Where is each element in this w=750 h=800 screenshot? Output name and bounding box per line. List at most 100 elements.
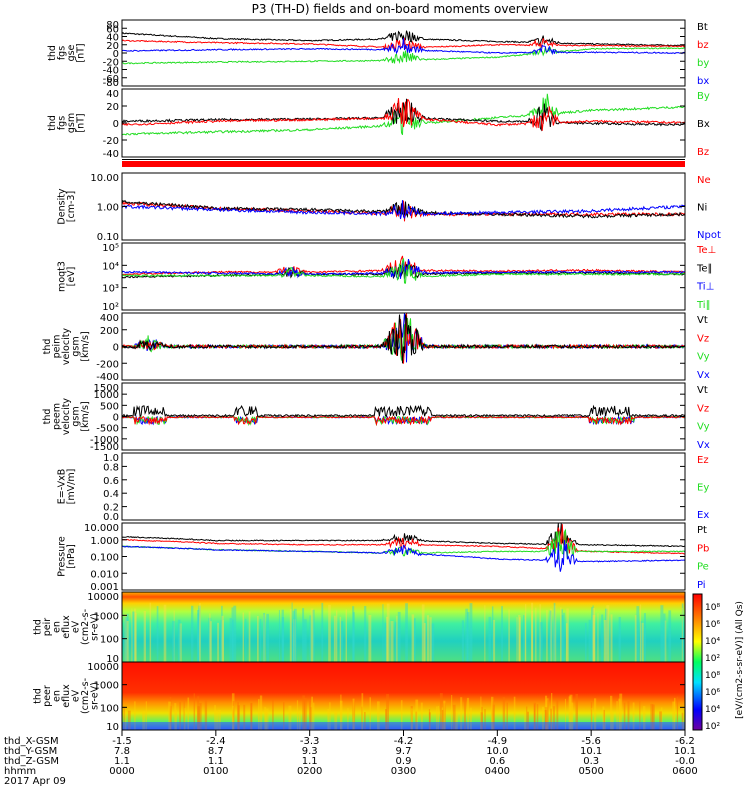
y-label-line: moqt3 xyxy=(56,261,67,292)
spectrogram-texture xyxy=(524,712,527,730)
spectrogram-texture xyxy=(149,602,152,662)
spectrogram-texture xyxy=(311,696,313,730)
legend-Vt: Vt xyxy=(697,385,708,396)
spectrogram-texture xyxy=(204,699,208,730)
y-tick-label: 0.8 xyxy=(103,462,119,473)
spectrogram-texture xyxy=(546,698,549,730)
spectrogram-texture xyxy=(563,612,565,662)
spectrogram-texture xyxy=(298,710,301,730)
spectrogram-texture xyxy=(199,702,202,730)
spectrogram-texture xyxy=(245,618,247,662)
legend-Ti∥: Ti∥ xyxy=(696,300,711,311)
y-label-line: [eV] xyxy=(66,267,77,287)
spectrogram-texture xyxy=(134,608,137,662)
y-tick-label: 0.10 xyxy=(97,232,119,243)
spectrogram-texture xyxy=(561,615,564,662)
x-tick-label: 8.7 xyxy=(208,746,224,757)
spectrogram-texture xyxy=(333,615,336,662)
y-tick-label: 0 xyxy=(113,413,119,424)
legend-Vy: Vy xyxy=(697,422,710,433)
spectrogram-texture xyxy=(232,705,234,730)
y-label-line: peer xyxy=(42,685,53,707)
spectrogram-texture xyxy=(145,701,147,730)
spectrogram-texture xyxy=(531,602,534,662)
spectrogram-texture xyxy=(243,704,246,730)
y-tick-label: 20 xyxy=(106,102,119,113)
y-tick-label: 80 xyxy=(106,20,119,31)
y-tick-label: 0 xyxy=(113,49,119,60)
spectrogram-texture xyxy=(382,604,384,662)
x-tick-label: -2.4 xyxy=(206,736,226,747)
colorbar-label-text: [eV/(cm2-s-sr-eV)] (All Qs) xyxy=(735,601,745,719)
spectrogram-texture xyxy=(345,609,347,662)
panel-frame xyxy=(121,452,686,521)
spectrogram-texture xyxy=(292,610,295,662)
spectrogram-texture xyxy=(605,608,608,662)
legend-Vy: Vy xyxy=(697,352,710,363)
spectrogram-texture xyxy=(172,620,175,662)
spectrogram-texture xyxy=(263,613,265,662)
spectrogram-texture xyxy=(592,615,596,662)
y-label-line: peir xyxy=(42,618,53,637)
spectrogram-texture xyxy=(313,702,315,730)
spectrogram-texture xyxy=(369,697,371,730)
colorbar-tick-upper: 10² xyxy=(705,654,720,664)
spectrogram-texture xyxy=(134,701,136,730)
spectrogram-texture xyxy=(414,618,416,662)
x-tick-label: 9.7 xyxy=(396,746,412,757)
spectrogram-texture xyxy=(526,706,528,730)
spectrogram-texture xyxy=(493,619,496,662)
spectrogram-texture xyxy=(588,619,591,662)
y-tick-label: -20 xyxy=(103,136,119,147)
spectrogram-texture xyxy=(603,712,606,730)
y-label-line: gse xyxy=(66,44,77,61)
spectrogram-texture xyxy=(641,622,644,662)
spectrogram-texture xyxy=(601,614,604,662)
spectrogram-texture xyxy=(386,694,389,730)
series-line-Bt xyxy=(121,30,686,47)
spectrogram-texture xyxy=(232,619,234,662)
spectrogram-texture xyxy=(480,712,483,730)
spectrogram-texture xyxy=(632,702,635,730)
spectrogram-texture xyxy=(361,693,364,730)
y-tick-label: 40 xyxy=(106,89,119,100)
x-tick-label: 0500 xyxy=(578,766,603,777)
spectrogram-texture xyxy=(443,703,446,730)
y-label-line: fgs xyxy=(56,46,67,60)
y-label-line: gsm xyxy=(71,406,82,426)
x-tick-label: 7.8 xyxy=(114,746,130,757)
spectrogram-texture xyxy=(169,706,172,730)
x-tick-label: -5.6 xyxy=(581,736,601,747)
y-label-line: thd xyxy=(33,619,44,635)
colorbar-label: [eV/(cm2-s-sr-eV)] (All Qs) xyxy=(735,601,745,719)
x-tick-label: -0.0 xyxy=(675,756,695,767)
y-tick-label: -400 xyxy=(96,372,119,383)
spectrogram-texture xyxy=(421,604,425,662)
y-tick-label: 1000 xyxy=(94,611,119,622)
spectrogram-texture xyxy=(309,700,311,730)
y-tick-label: 0.001 xyxy=(90,582,119,593)
spectrogram-texture xyxy=(640,621,642,662)
spectrogram-texture xyxy=(663,613,666,662)
x-tick-label: 10.1 xyxy=(674,746,696,757)
y-label-line: eflux xyxy=(61,684,72,708)
spectrogram-texture xyxy=(168,701,171,730)
y-label-line: gsm xyxy=(71,336,82,356)
colorbar-tick-upper: 10⁴ xyxy=(705,637,720,647)
spectrogram-texture xyxy=(177,619,181,662)
spectrogram-texture xyxy=(336,610,338,662)
spectrogram-texture xyxy=(481,706,483,730)
spectrogram-texture xyxy=(218,709,221,730)
spectrogram-texture xyxy=(303,697,307,730)
y-axis-label: E=-VxB[mV/m] xyxy=(56,469,77,505)
peir-spectrogram-image xyxy=(122,592,685,662)
spectrogram-texture xyxy=(296,700,299,730)
spectrogram-texture xyxy=(502,697,506,730)
y-tick-label: 10000 xyxy=(87,592,119,603)
spectrogram-texture xyxy=(321,602,324,662)
spectrogram-texture xyxy=(184,708,186,730)
colorbar: 10⁸ 10⁸ 10⁶ 10⁶ 10⁴ 10⁴ 10² 10² [eV/(cm2-s-sr-eV… xyxy=(692,593,745,732)
y-tick-label: 10⁴ xyxy=(102,261,119,272)
spectrogram-texture xyxy=(639,604,642,662)
